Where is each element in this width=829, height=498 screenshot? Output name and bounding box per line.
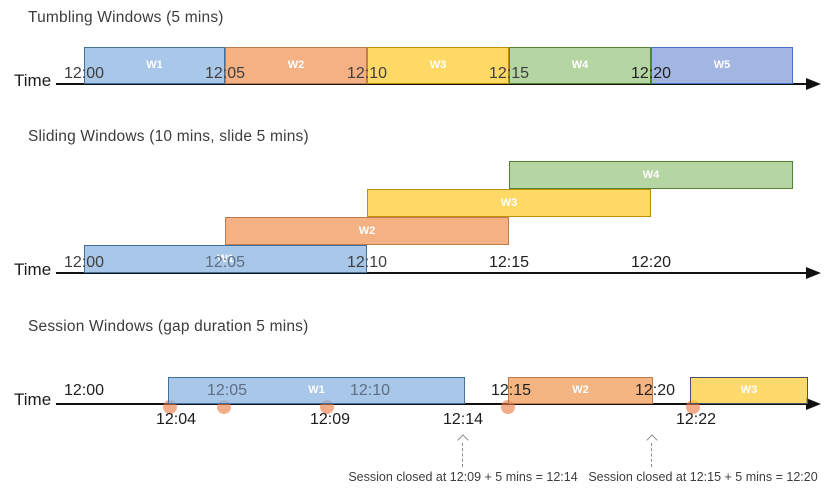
session-tick-label: 12:05 — [206, 382, 248, 399]
tumbling-window-label-w3: W3 — [429, 59, 447, 71]
sliding-tick-label: 12:15 — [488, 254, 530, 271]
session-tick-label: 12:00 — [63, 382, 105, 399]
session-event-time-label: 12:14 — [442, 411, 484, 428]
sliding-window-bar-w1 — [84, 245, 367, 273]
session-closure-annotation: Session closed at 12:15 + 5 mins = 12:20 — [588, 470, 818, 484]
sliding-window-label-w4: W4 — [642, 169, 660, 181]
tumbling-window-bar-w1 — [84, 47, 225, 84]
sliding-timeline-arrowhead-icon — [806, 267, 821, 279]
session-event-time-label: 12:09 — [309, 411, 351, 428]
sliding-tick-label: 12:05 — [204, 254, 246, 271]
tumbling-window-bar-w3 — [367, 47, 509, 84]
sliding-window-bar-w2 — [225, 217, 509, 245]
tumbling-timeline — [56, 83, 806, 85]
session-window-bar-w2 — [508, 377, 653, 404]
session-tick-label: 12:10 — [349, 382, 391, 399]
session-closure-annotation: Session closed at 12:09 + 5 mins = 12:14 — [348, 470, 578, 484]
tumbling-tick-label: 12:00 — [63, 65, 105, 82]
tumbling-window-bar-w4 — [509, 47, 651, 84]
sliding-timeline — [56, 272, 806, 274]
tumbling-tick-label: 12:05 — [204, 65, 246, 82]
tumbling-time-axis-label: Time — [14, 71, 52, 90]
sliding-tick-label: 12:00 — [63, 254, 105, 271]
session-event-time-label: 12:04 — [155, 411, 197, 428]
tumbling-tick-label: 12:10 — [346, 65, 388, 82]
session-tick-label: 12:20 — [634, 382, 676, 399]
session-window-bar-w1 — [168, 377, 465, 404]
session-window-bar-w3 — [690, 377, 808, 404]
session-closure-arrow-icon — [457, 434, 469, 446]
session-timeline-arrowhead-icon — [806, 398, 821, 410]
session-event-time-label: 12:22 — [675, 411, 717, 428]
sliding-tick-label: 12:10 — [346, 254, 388, 271]
tumbling-window-bar-w2 — [225, 47, 367, 84]
sliding-window-bar-w4 — [509, 161, 793, 189]
tumbling-window-label-w5: W5 — [713, 59, 731, 71]
sliding-tick-label: 12:20 — [630, 254, 672, 271]
session-tick-label: 12:15 — [490, 382, 532, 399]
sliding-time-axis-label: Time — [14, 260, 52, 279]
sliding-section-title: Sliding Windows (10 mins, slide 5 mins) — [28, 128, 309, 145]
session-closure-arrow-line — [651, 443, 652, 467]
session-timeline — [56, 403, 806, 405]
tumbling-window-label-w4: W4 — [571, 59, 589, 71]
tumbling-tick-label: 12:15 — [488, 65, 530, 82]
tumbling-window-label-w1: W1 — [146, 59, 163, 71]
tumbling-tick-label: 12:20 — [630, 65, 672, 82]
tumbling-window-label-w2: W2 — [287, 59, 305, 71]
session-time-axis-label: Time — [14, 390, 52, 409]
session-closure-arrow-line — [462, 443, 463, 467]
sliding-window-bar-w3 — [367, 189, 651, 217]
session-window-label-w1: W1 — [308, 384, 325, 396]
session-section-title: Session Windows (gap duration 5 mins) — [28, 318, 309, 335]
sliding-window-label-w2: W2 — [358, 225, 376, 237]
session-window-label-w2: W2 — [572, 384, 589, 396]
tumbling-section-title: Tumbling Windows (5 mins) — [28, 9, 224, 26]
tumbling-timeline-arrowhead-icon — [806, 78, 821, 90]
session-window-label-w3: W3 — [740, 384, 758, 396]
tumbling-window-bar-w5 — [651, 47, 793, 84]
sliding-window-label-w1: W1 — [217, 253, 234, 265]
session-closure-arrow-icon — [646, 434, 658, 446]
sliding-window-label-w3: W3 — [500, 197, 518, 209]
